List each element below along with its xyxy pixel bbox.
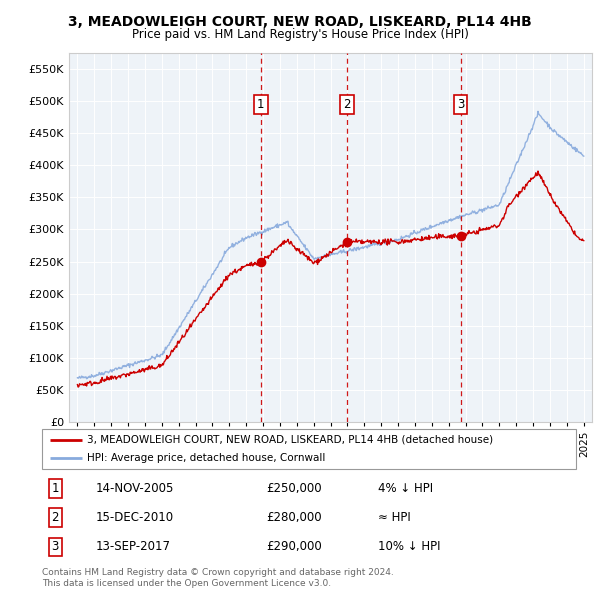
Text: 3: 3 — [457, 98, 464, 111]
Text: 1: 1 — [257, 98, 265, 111]
Text: 15-DEC-2010: 15-DEC-2010 — [95, 511, 173, 525]
Text: 4% ↓ HPI: 4% ↓ HPI — [379, 482, 434, 495]
Text: 13-SEP-2017: 13-SEP-2017 — [95, 540, 170, 553]
Text: Price paid vs. HM Land Registry's House Price Index (HPI): Price paid vs. HM Land Registry's House … — [131, 28, 469, 41]
Text: 3, MEADOWLEIGH COURT, NEW ROAD, LISKEARD, PL14 4HB (detached house): 3, MEADOWLEIGH COURT, NEW ROAD, LISKEARD… — [88, 435, 494, 445]
Text: £290,000: £290,000 — [266, 540, 322, 553]
Text: 10% ↓ HPI: 10% ↓ HPI — [379, 540, 441, 553]
Text: £280,000: £280,000 — [266, 511, 322, 525]
Text: £250,000: £250,000 — [266, 482, 322, 495]
Text: 2: 2 — [52, 511, 59, 525]
Text: 2: 2 — [343, 98, 350, 111]
Text: 14-NOV-2005: 14-NOV-2005 — [95, 482, 174, 495]
Text: 1: 1 — [52, 482, 59, 495]
Text: Contains HM Land Registry data © Crown copyright and database right 2024.
This d: Contains HM Land Registry data © Crown c… — [42, 568, 394, 588]
Text: HPI: Average price, detached house, Cornwall: HPI: Average price, detached house, Corn… — [88, 453, 326, 463]
Text: 3, MEADOWLEIGH COURT, NEW ROAD, LISKEARD, PL14 4HB: 3, MEADOWLEIGH COURT, NEW ROAD, LISKEARD… — [68, 15, 532, 29]
Text: 3: 3 — [52, 540, 59, 553]
FancyBboxPatch shape — [42, 429, 576, 469]
Text: ≈ HPI: ≈ HPI — [379, 511, 411, 525]
